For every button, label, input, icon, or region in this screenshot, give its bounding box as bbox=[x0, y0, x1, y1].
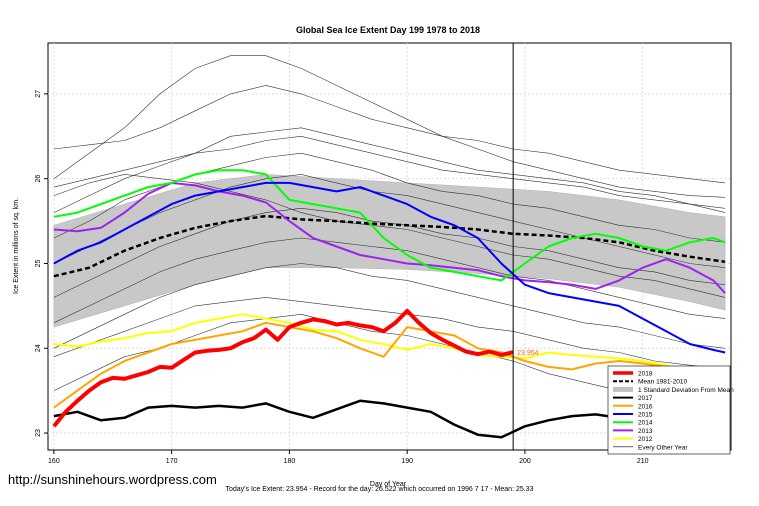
mean-line bbox=[53, 214, 726, 278]
legend-label: 1 Standard Deviation From Mean bbox=[638, 387, 734, 394]
legend-label: 2016 bbox=[638, 403, 653, 410]
legend-label: 2015 bbox=[638, 412, 653, 419]
x-tick-label: 190 bbox=[401, 458, 413, 465]
x-tick-label: 210 bbox=[637, 458, 649, 465]
other-year-line bbox=[53, 55, 726, 198]
x-tick-label: 170 bbox=[166, 458, 178, 465]
y-axis-ticks: 23 24 25 26 27 bbox=[35, 90, 48, 437]
footer-note: Today's Ice Extent: 23.954 - Record for … bbox=[225, 486, 534, 493]
series-line-2016 bbox=[53, 321, 726, 409]
mean-line-group bbox=[53, 214, 726, 278]
other-year-line bbox=[53, 174, 726, 268]
other-year-line bbox=[53, 297, 726, 370]
y-tick-label: 27 bbox=[35, 90, 42, 98]
y-tick-label: 24 bbox=[35, 344, 42, 352]
legend-label: 2012 bbox=[638, 436, 653, 443]
legend-label: 2018 bbox=[638, 371, 653, 378]
legend-label: 2013 bbox=[638, 428, 653, 435]
x-tick-label: 180 bbox=[284, 458, 296, 465]
series-line-2012 bbox=[53, 313, 726, 388]
other-year-lines bbox=[53, 55, 726, 404]
chart-title: Global Sea Ice Extent Day 199 1978 to 20… bbox=[296, 25, 480, 35]
x-tick-label: 200 bbox=[519, 458, 531, 465]
other-year-line bbox=[53, 263, 726, 349]
other-year-line bbox=[53, 85, 726, 184]
other-year-line bbox=[53, 127, 726, 213]
legend-label: 2014 bbox=[638, 420, 653, 427]
y-axis-label: Ice Extent in millions of sq. km. bbox=[13, 198, 20, 294]
x-axis-ticks: 160 170 180 190 200 210 bbox=[48, 450, 649, 465]
other-year-line bbox=[53, 135, 726, 213]
y-tick-label: 23 bbox=[35, 429, 42, 437]
series-line-2018 bbox=[52, 308, 514, 428]
other-year-line bbox=[53, 237, 726, 324]
x-tick-label: 160 bbox=[48, 458, 60, 465]
legend-swatch bbox=[613, 386, 633, 392]
x-axis-label: Day of Year bbox=[370, 481, 407, 488]
series-line-2014 bbox=[53, 169, 726, 282]
y-tick-label: 25 bbox=[35, 259, 42, 267]
credit-text: http://sunshinehours.wordpress.com bbox=[8, 472, 217, 487]
series-line-2015 bbox=[53, 181, 726, 354]
legend-label: Mean 1981-2010 bbox=[638, 379, 688, 386]
other-year-line bbox=[53, 174, 726, 298]
series-line-2013 bbox=[53, 181, 726, 294]
y-tick-label: 26 bbox=[35, 175, 42, 183]
legend-label: 2017 bbox=[638, 395, 653, 402]
highlighted-series bbox=[52, 169, 726, 450]
current-value-label: 23.954 bbox=[517, 350, 539, 357]
legend-label: Every Other Year bbox=[638, 444, 688, 451]
